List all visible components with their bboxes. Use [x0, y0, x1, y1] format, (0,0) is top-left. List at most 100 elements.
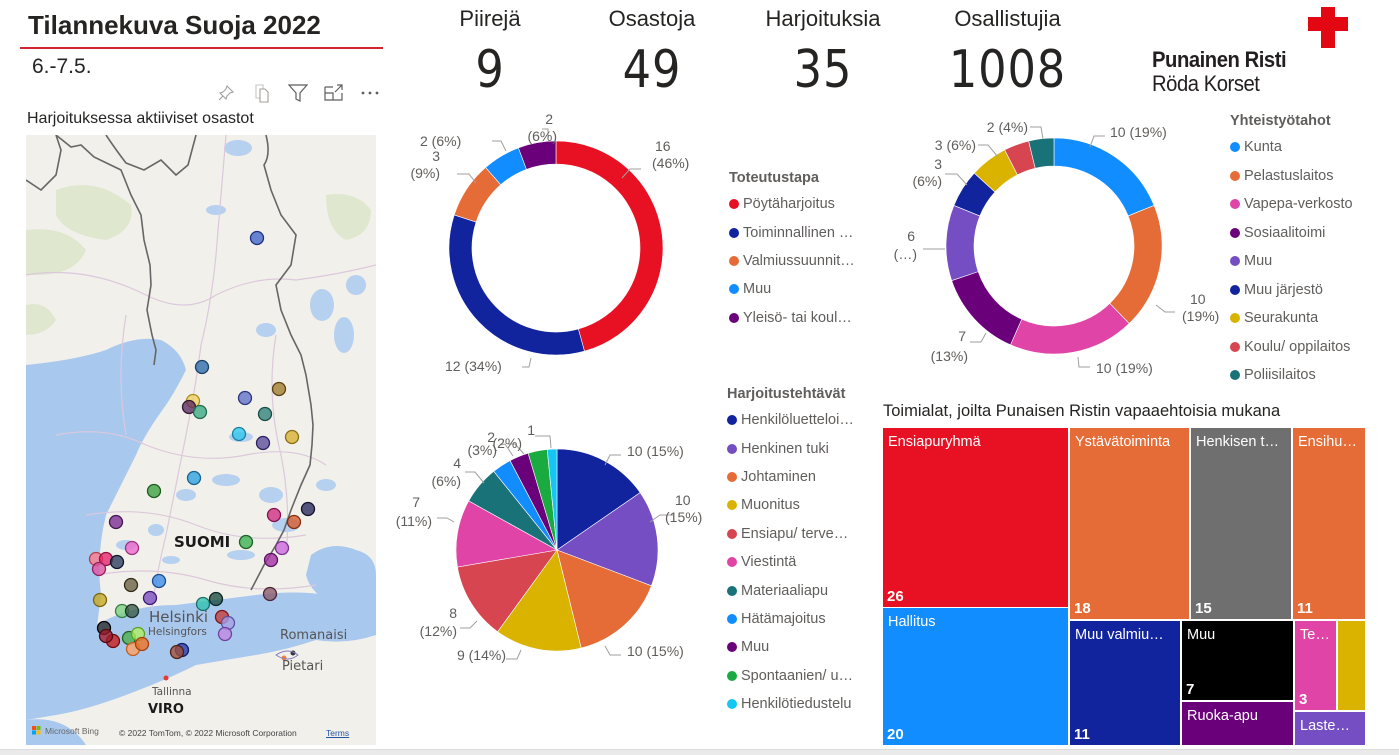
slice-poytaharjoitus[interactable] — [555, 140, 664, 352]
slice-toiminnallinen[interactable] — [448, 214, 585, 356]
treemap-tile-muu[interactable]: Muu 7 — [1182, 621, 1293, 700]
treemap-tile-label: Muu — [1187, 627, 1216, 643]
treemap-tile-unlabeled[interactable] — [1338, 621, 1365, 710]
treemap-tile-value: 18 — [1074, 600, 1091, 617]
legend-title: Harjoitustehtävät — [727, 386, 846, 402]
legend-item-johtaminen[interactable]: Johtaminen — [727, 463, 854, 491]
legend-item-muu-jarjesto[interactable]: Muu järjestö — [1230, 276, 1353, 305]
slice-henkilotiedustelu[interactable] — [546, 448, 558, 551]
data-label: 8 — [449, 605, 457, 621]
data-label: (3%) — [467, 442, 497, 458]
slice-pelastuslaitos[interactable] — [1109, 205, 1163, 324]
legend-item-toiminnallinen[interactable]: Toiminnallinen … — [729, 218, 855, 246]
kpi-label: Piirejä — [459, 6, 521, 31]
legend-item-poytaharjoitus[interactable]: Pöytäharjoitus — [729, 190, 855, 218]
legend-item-materiaaliapu[interactable]: Materiaaliapu — [727, 576, 854, 604]
slice-henkiloluetteloi[interactable] — [556, 448, 641, 551]
legend-label: Muu — [741, 639, 770, 656]
visual-header-toolbar — [215, 83, 381, 103]
kpi-label: Osastoja — [608, 6, 696, 31]
treemap-tile-henkisen-t[interactable]: Henkisen t… 15 — [1191, 428, 1291, 619]
legend-item-valmiussuunnit[interactable]: Valmiussuunnit… — [729, 247, 855, 275]
legend-item-henkilotiedustelu[interactable]: Henkilötiedustelu — [727, 690, 854, 718]
data-label: (12%) — [420, 623, 457, 639]
legend-item-pelastuslaitos[interactable]: Pelastuslaitos — [1230, 162, 1353, 191]
map-label-country: SUOMI — [174, 533, 230, 551]
leader-line — [457, 173, 477, 184]
slice-viestinta[interactable] — [455, 500, 558, 568]
treemap-tile-ruoka-apu[interactable]: Ruoka-apu — [1182, 702, 1293, 745]
treemap-tile-ensiapuryhma[interactable]: Ensiapuryhmä 26 — [883, 428, 1068, 607]
legend-marker-icon — [727, 500, 737, 511]
slice-henkinen-tuki[interactable] — [556, 492, 659, 587]
slice-kunta[interactable] — [1053, 137, 1155, 217]
legend-item-muonitus[interactable]: Muonitus — [727, 491, 854, 519]
data-label: (11%) — [396, 513, 432, 529]
treemap-tile-label: Henkisen t… — [1196, 434, 1280, 450]
map-copyright: © 2022 TomTom, © 2022 Microsoft Corporat… — [119, 728, 297, 738]
legend-label: Pöytäharjoitus — [743, 196, 835, 213]
data-label: (9%) — [410, 165, 440, 181]
legend-marker-icon — [727, 585, 737, 596]
legend-harjoitustehtavat: Harjoitustehtävät Henkilöluetteloi… Henkin… — [727, 386, 854, 718]
treemap-tile-ystavatoiminta[interactable]: Ystävätoiminta 18 — [1070, 428, 1189, 619]
map-terms-link[interactable]: Terms — [326, 728, 350, 738]
slice-yleiso-tai-koul[interactable] — [518, 140, 557, 170]
treemap-tile-te[interactable]: Te… 3 — [1295, 621, 1336, 710]
leader-line — [945, 173, 968, 186]
treemap-tile-label: Ystävätoiminta — [1075, 434, 1171, 450]
legend-item-muu[interactable]: Muu — [1230, 247, 1353, 276]
treemap-tile-muu-valmiu[interactable]: Muu valmiu… 11 — [1070, 621, 1180, 745]
data-label: (2%) — [492, 435, 522, 451]
legend-marker-icon — [729, 227, 739, 238]
pie-chart-harjoitustehtavat[interactable]: 10 (15%) 10(15%) 10 (15%) 9 (14%) 8 (12%) 7 (11… — [385, 410, 725, 680]
filter-icon[interactable] — [287, 83, 309, 103]
legend-item-spontaanien-u[interactable]: Spontaanien/ u… — [727, 662, 854, 690]
slice-vapepa-verkosto[interactable] — [1010, 302, 1130, 355]
legend-item-koulu-oppilaitos[interactable]: Koulu/ oppilaitos — [1230, 333, 1353, 362]
legend-item-muu[interactable]: Muu — [727, 633, 854, 661]
treemap-tile-laste[interactable]: Laste… — [1295, 712, 1365, 745]
copy-icon[interactable] — [251, 83, 273, 103]
focus-mode-icon[interactable] — [323, 83, 345, 103]
legend-item-hatamajoitus[interactable]: Hätämajoitus — [727, 605, 854, 633]
treemap-tile-label: Hallitus — [888, 614, 936, 630]
legend-item-vapepa-verkosto[interactable]: Vapepa-verkosto — [1230, 190, 1353, 219]
legend-toteutustapa: Toteutustapa Pöytäharjoitus Toiminnallinen… — [729, 170, 855, 332]
leader-line — [1077, 356, 1090, 368]
legend-marker-icon — [1230, 341, 1240, 352]
map-label-viro: VIRO — [148, 702, 184, 717]
treemap-tile-hallitus[interactable]: Hallitus 20 — [883, 608, 1068, 745]
map-visual[interactable]: SUOMI Helsinki Helsingfors Romanaisi Pie… — [26, 135, 376, 745]
legend-item-poliisilaitos[interactable]: Poliisilaitos — [1230, 361, 1353, 390]
legend-label: Sosiaalitoimi — [1244, 224, 1326, 241]
leader-line — [499, 443, 514, 457]
legend-item-seurakunta[interactable]: Seurakunta — [1230, 304, 1353, 333]
donut-chart-toteutustapa[interactable]: 16(46%) 12 (34%) 3(9%) 2 (6%) 2(6%) — [400, 105, 720, 385]
legend-label: Muu — [1244, 253, 1273, 270]
data-label: (6%) — [431, 473, 461, 489]
legend-item-kunta[interactable]: Kunta — [1230, 133, 1353, 162]
donut-chart-yhteistyotahot[interactable]: 10 (19%) 10(19%) 10 (19%) 7 (13%) 6 (…) 3(6%) 3 … — [880, 105, 1225, 385]
date-range: 6.-7.5. — [32, 55, 92, 78]
legend-item-viestinta[interactable]: Viestintä — [727, 548, 854, 576]
pin-icon[interactable] — [215, 83, 237, 103]
slice-muonitus[interactable] — [497, 549, 582, 652]
legend-item-sosiaalitoimi[interactable]: Sosiaalitoimi — [1230, 219, 1353, 248]
legend-item-henkiloluetteloi[interactable]: Henkilöluetteloi… — [727, 406, 854, 434]
legend-yhteistyotahot: Yhteistyötahot Kunta Pelastuslaitos Vapepa-… — [1230, 113, 1353, 390]
leader-line — [978, 144, 999, 158]
legend-item-ensiapu-terve[interactable]: Ensiapu/ terve… — [727, 520, 854, 548]
treemap-tile-ensihu[interactable]: Ensihu… 11 — [1293, 428, 1365, 619]
slice-ensiapu-terve[interactable] — [457, 549, 558, 633]
legend-item-muu[interactable]: Muu — [729, 275, 855, 303]
map-label-helsingfors: Helsingfors — [148, 626, 207, 638]
slice-poliisilaitos[interactable] — [1028, 137, 1055, 169]
slice-muu[interactable] — [945, 205, 981, 281]
leader-line — [1030, 126, 1044, 140]
map-canvas[interactable]: SUOMI Helsinki Helsingfors Romanaisi Pie… — [26, 135, 376, 745]
more-options-icon[interactable] — [359, 83, 381, 103]
legend-item-yleiso-tai-koul[interactable]: Yleisö- tai koul… — [729, 304, 855, 332]
legend-item-henkinen-tuki[interactable]: Henkinen tuki — [727, 434, 854, 462]
slice-johtaminen[interactable] — [556, 549, 652, 649]
